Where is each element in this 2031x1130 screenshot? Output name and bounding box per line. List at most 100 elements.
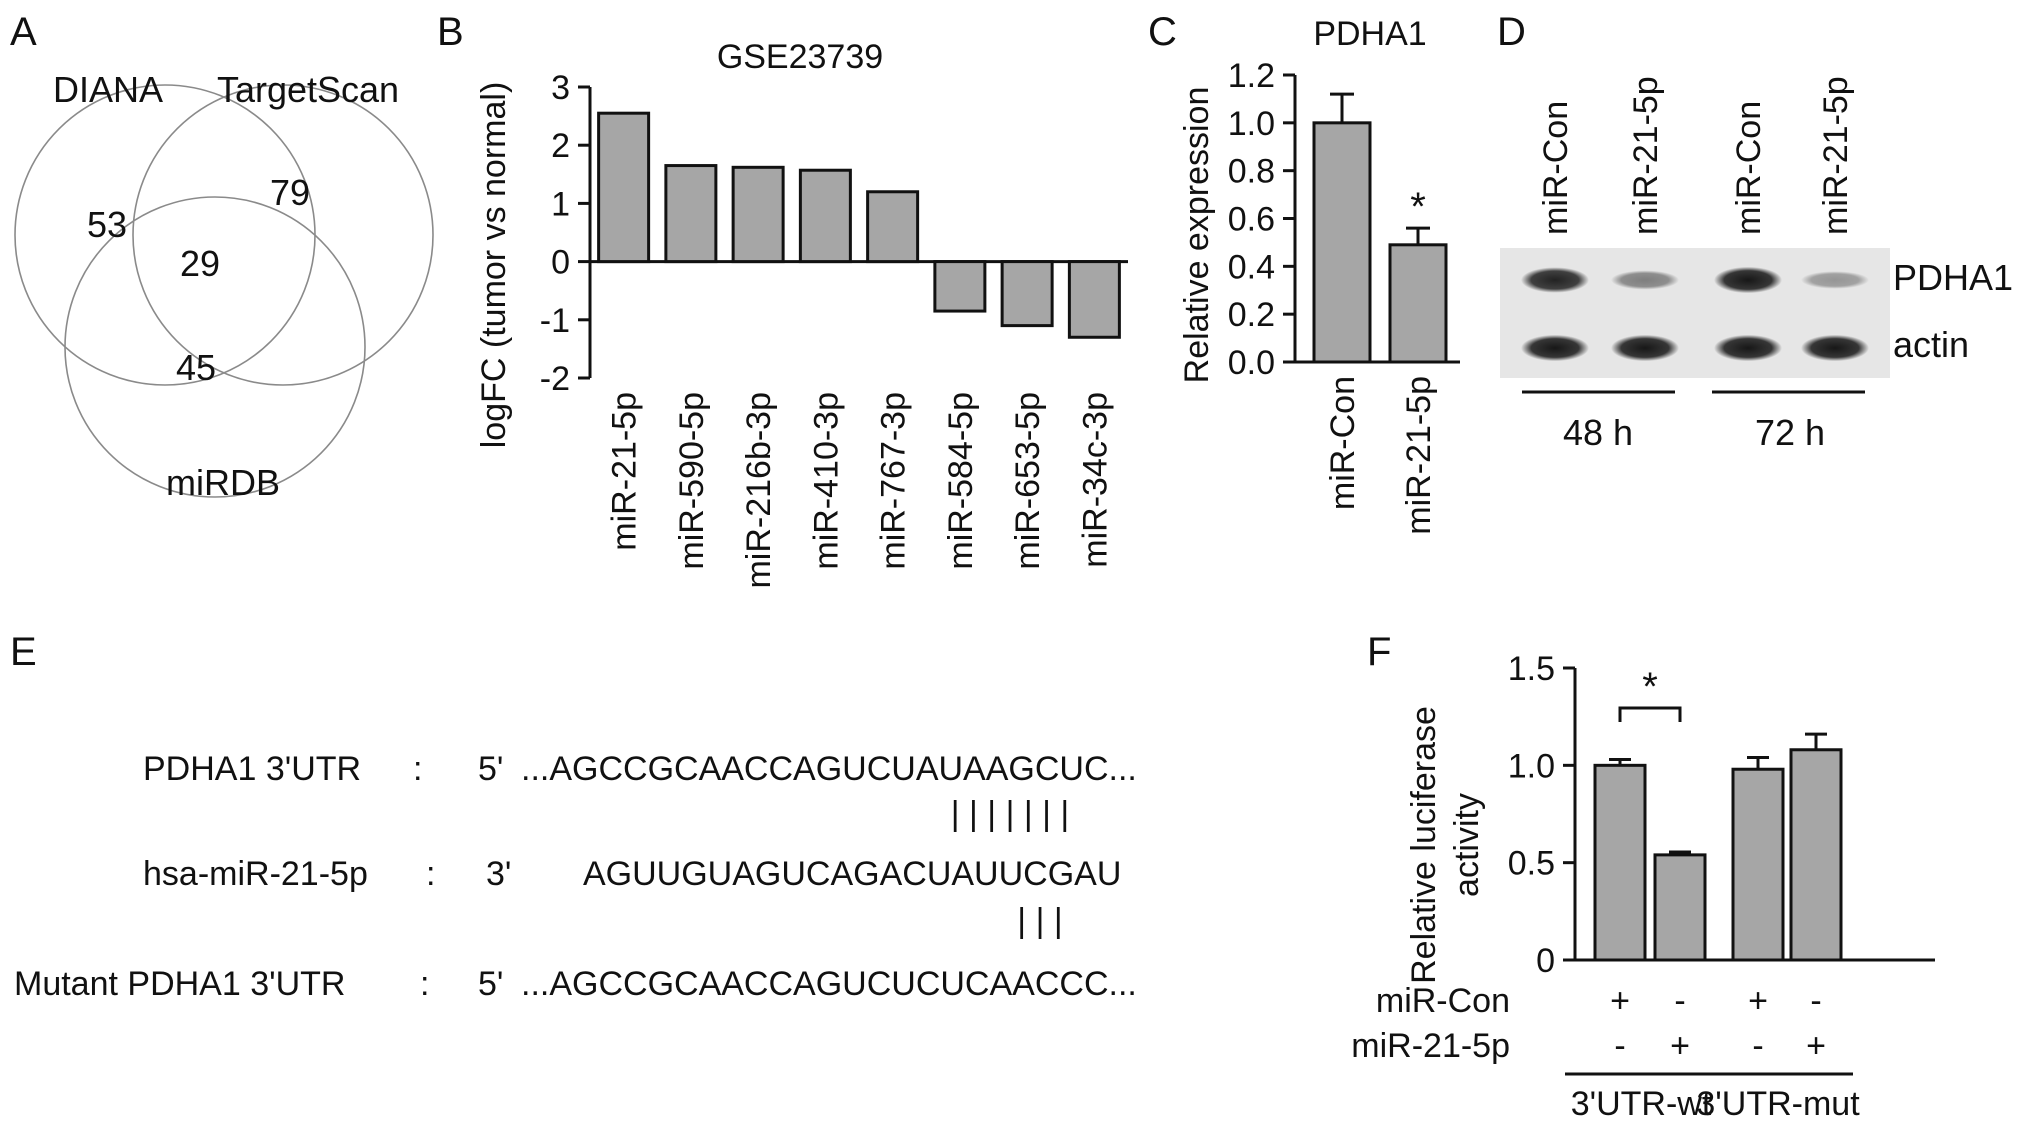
- panel-label-b: B: [437, 10, 464, 54]
- chart-b-x-tick-label: miR-34c-3p: [1076, 392, 1114, 568]
- chart-c-x-tick-label: miR-Con: [1324, 376, 1362, 510]
- chart-b-y-axis-label: logFC (tumor vs normal): [475, 82, 513, 449]
- chart-b-y-tick-label: -2: [540, 360, 570, 398]
- panel-a: A DIANA TargetScan miRDB 53 79 29 45: [10, 10, 434, 503]
- chart-b-bar: [933, 260, 987, 313]
- panel-label-c: C: [1148, 10, 1177, 54]
- blot-band-actin: [1521, 334, 1589, 362]
- chart-f-group-label: 3'UTR-mut: [1696, 1085, 1860, 1123]
- blot-lane-label: miR-Con: [1730, 101, 1768, 235]
- panel-d: D 48 h 72 h PDHA1 actin miR-Con miR-21-5p…: [1497, 10, 2013, 453]
- chart-c-y-tick-label: 1.2: [1228, 57, 1275, 95]
- venn-circle-targetscan: [132, 84, 434, 386]
- seq-pdha1-wt: ...AGCCGCAACCAGUCUAUAAGCUC...: [521, 750, 1137, 788]
- chart-c-y-tick-label: 1.0: [1228, 105, 1275, 143]
- chart-f-condition-mark: +: [1610, 982, 1630, 1020]
- blot-band-actin: [1714, 334, 1782, 362]
- chart-b-bar: [731, 165, 785, 264]
- chart-f-condition-label: miR-Con: [1376, 982, 1510, 1020]
- chart-b-x-tick-label: miR-410-3p: [807, 392, 845, 570]
- chart-f-y-tick-label: 0.5: [1508, 845, 1555, 883]
- chart-f-significance-bracket: [1618, 706, 1682, 722]
- chart-b-y-tick-label: 2: [551, 127, 570, 165]
- seq-row-name-mut: Mutant PDHA1 3'UTR: [14, 965, 345, 1003]
- chart-f-bar: [1789, 748, 1843, 962]
- blot-band-pdha1: [1611, 270, 1679, 290]
- pairing-lines-top: | | | | | | |: [951, 795, 1070, 833]
- panel-b: B GSE23739 logFC (tumor vs normal) -2 -1 0…: [437, 10, 1128, 589]
- venn-count-mirdb: 45: [176, 347, 216, 388]
- chart-f-condition-mark: -: [1614, 1027, 1625, 1065]
- seq-row-sep: :: [426, 855, 435, 893]
- chart-f-condition-mark: -: [1810, 982, 1821, 1020]
- chart-c-bar: [1388, 243, 1448, 364]
- chart-f-bar: [1593, 763, 1647, 962]
- chart-b-y-tick-label: -1: [540, 302, 570, 340]
- chart-c-y-axis-label: Relative expression: [1178, 87, 1216, 384]
- panel-e: E PDHA1 3'UTR : 5' ...AGCCGCAACCAGUCUAUA…: [10, 630, 1137, 1003]
- chart-f-significance-star: *: [1642, 665, 1658, 709]
- venn-count-targetscan: 79: [270, 172, 310, 213]
- chart-f-condition-mark: +: [1806, 1027, 1826, 1065]
- chart-c-y-tick-label: 0.0: [1228, 344, 1275, 382]
- blot-lane-label: miR-21-5p: [1627, 76, 1665, 235]
- venn-circle-mirdb: [64, 196, 366, 498]
- blot-row-label-pdha1: PDHA1: [1893, 257, 2013, 298]
- chart-b-x-tick-label: miR-653-5p: [1009, 392, 1047, 570]
- venn-set-label: TargetScan: [217, 69, 399, 110]
- chart-c-x-tick-label: miR-21-5p: [1400, 376, 1438, 535]
- timepoint-label-72h: 72 h: [1755, 412, 1825, 453]
- chart-f-condition-mark: -: [1674, 982, 1685, 1020]
- seq-row-name-mir: hsa-miR-21-5p: [143, 855, 368, 893]
- venn-circle-diana: [14, 84, 316, 386]
- panel-c: C PDHA1 Relative expression 0.0 0.2 0.4 0.6…: [1148, 10, 1460, 535]
- seq-row-name-wt: PDHA1 3'UTR: [143, 750, 361, 788]
- panel-f: F Relative luciferase activity 0 0.5 1.0 1.…: [1351, 630, 1935, 1123]
- pairing-lines-bottom: | | |: [1017, 902, 1062, 940]
- chart-c-y-tick-label: 0.4: [1228, 248, 1275, 286]
- blot-band-actin: [1801, 334, 1869, 362]
- panel-label-a: A: [10, 10, 37, 54]
- chart-f-y-axis-label: activity: [1448, 793, 1486, 897]
- panel-label-e: E: [10, 630, 37, 674]
- blot-lane-label: miR-Con: [1537, 101, 1575, 235]
- blot-band-pdha1: [1521, 267, 1589, 293]
- chart-c-bar: [1312, 121, 1372, 364]
- chart-b-x-tick-label: miR-590-5p: [673, 392, 711, 570]
- chart-c-title: PDHA1: [1313, 15, 1426, 53]
- chart-b-x-tick-label: miR-767-3p: [875, 392, 913, 570]
- chart-b-y-tick-label: 0: [551, 244, 570, 282]
- chart-b-x-tick-label: miR-216b-3p: [740, 392, 778, 589]
- chart-b-title: GSE23739: [717, 38, 883, 76]
- chart-f-condition-mark: +: [1670, 1027, 1690, 1065]
- seq-row-sep: :: [413, 750, 422, 788]
- seq-mir21: AGUUGUAGUCAGACUAUUCGAU: [583, 855, 1121, 893]
- panel-label-f: F: [1367, 630, 1391, 674]
- chart-f-y-axis-label: Relative luciferase: [1405, 706, 1443, 984]
- seq-pdha1-mut: ...AGCCGCAACCAGUCUCUCAACCC...: [521, 965, 1137, 1003]
- seq-row-end: 3': [486, 855, 511, 893]
- chart-f-condition-mark: +: [1748, 982, 1768, 1020]
- chart-b-bar: [1067, 260, 1121, 339]
- chart-f-group-label: 3'UTR-wt: [1571, 1085, 1712, 1123]
- chart-c-significance-star: *: [1410, 185, 1426, 229]
- seq-row-end: 5': [478, 965, 503, 1003]
- venn-set-label: miRDB: [166, 462, 280, 503]
- blot-row-label-actin: actin: [1893, 324, 1969, 365]
- chart-c-y-tick-label: 0.8: [1228, 153, 1275, 191]
- blot-band-actin: [1611, 334, 1679, 362]
- blot-lane-label: miR-21-5p: [1817, 76, 1855, 235]
- chart-f-bar: [1731, 767, 1785, 962]
- seq-row-sep: :: [420, 965, 429, 1003]
- chart-b-bar: [866, 190, 920, 264]
- chart-b-x-tick-label: miR-584-5p: [942, 392, 980, 570]
- chart-b-y-tick-label: 1: [551, 185, 570, 223]
- timepoint-label-48h: 48 h: [1563, 412, 1633, 453]
- chart-b-y-tick-label: 3: [551, 69, 570, 107]
- venn-count-diana: 53: [87, 204, 127, 245]
- chart-f-y-tick-label: 1.0: [1508, 747, 1555, 785]
- chart-b-bar: [1000, 260, 1054, 328]
- chart-b-bar: [798, 168, 852, 264]
- venn-set-label: DIANA: [53, 69, 163, 110]
- chart-c-y-tick-label: 0.2: [1228, 296, 1275, 334]
